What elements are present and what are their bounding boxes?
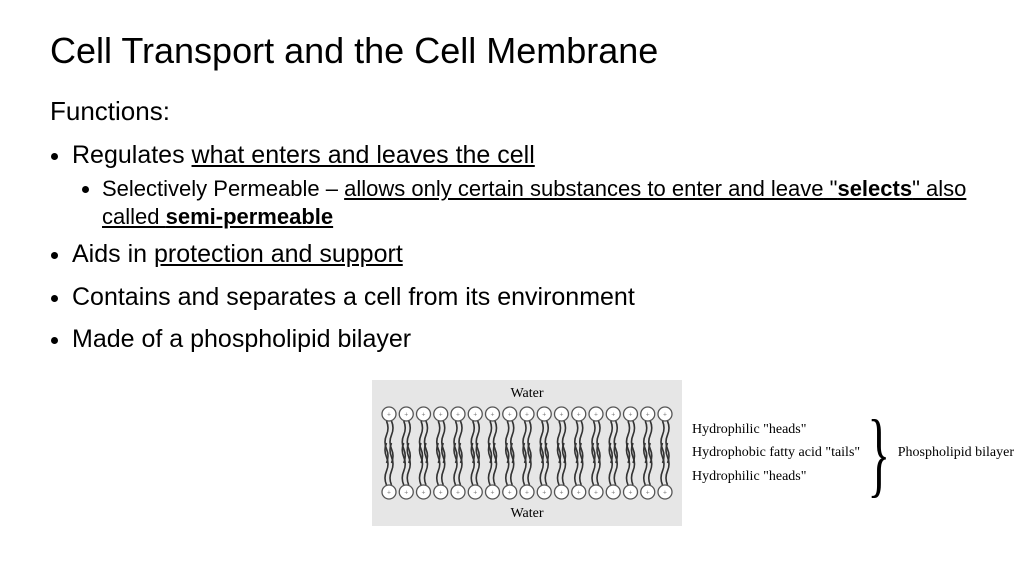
svg-text:+: + xyxy=(404,411,408,419)
b1s-u1: allows only certain substances to enter … xyxy=(344,176,823,201)
svg-text:+: + xyxy=(560,489,564,497)
bullet-1-lead: Regulates xyxy=(72,141,192,169)
svg-text:+: + xyxy=(439,489,443,497)
svg-text:+: + xyxy=(508,489,512,497)
svg-text:+: + xyxy=(404,489,408,497)
svg-text:+: + xyxy=(387,489,391,497)
bullet-2: Aids in protection and support xyxy=(72,236,974,272)
svg-text:+: + xyxy=(422,411,426,419)
bullet-1-sublist: Selectively Permeable – allows only cert… xyxy=(72,175,974,230)
b1s-bold2: semi-permeable xyxy=(166,204,334,229)
bullet-list: Regulates what enters and leaves the cel… xyxy=(50,137,974,357)
svg-text:+: + xyxy=(594,411,598,419)
slide: Cell Transport and the Cell Membrane Fun… xyxy=(0,0,1024,576)
svg-text:+: + xyxy=(422,489,426,497)
bullet-1-underline: what enters and leaves the cell xyxy=(192,141,535,169)
brace-icon: } xyxy=(868,415,891,491)
bullet-2-underline: protection and support xyxy=(154,240,403,268)
bullet-1-sub: Selectively Permeable – allows only cert… xyxy=(102,175,974,230)
svg-text:+: + xyxy=(611,411,615,419)
svg-text:+: + xyxy=(646,411,650,419)
svg-text:+: + xyxy=(473,411,477,419)
svg-text:+: + xyxy=(491,411,495,419)
svg-text:+: + xyxy=(542,489,546,497)
svg-text:+: + xyxy=(439,411,443,419)
bullet-1: Regulates what enters and leaves the cel… xyxy=(72,137,974,230)
bilayer-svg: + + + + + + + + + + + + + + + + + + + + + + + + + + + + + + + + + + xyxy=(377,404,677,502)
label-heads-top: Hydrophilic "heads" xyxy=(692,422,860,437)
svg-text:+: + xyxy=(663,411,667,419)
svg-text:+: + xyxy=(560,411,564,419)
water-label-top: Water xyxy=(372,386,682,402)
svg-text:+: + xyxy=(456,411,460,419)
subtitle: Functions: xyxy=(50,96,974,127)
page-title: Cell Transport and the Cell Membrane xyxy=(50,30,974,72)
svg-text:+: + xyxy=(473,489,477,497)
b1s-bold1: selects xyxy=(837,176,912,201)
bullet-4: Made of a phospholipid bilayer xyxy=(72,321,974,357)
diagram-panel: Water +++++++++++++++++ ++++++++++++++++… xyxy=(372,380,682,526)
svg-text:+: + xyxy=(611,489,615,497)
svg-text:+: + xyxy=(594,489,598,497)
bilayer-diagram: Water +++++++++++++++++ ++++++++++++++++… xyxy=(372,380,1014,526)
brace-label: Phospholipid bilayer xyxy=(898,445,1014,460)
b1s-mid: " xyxy=(824,176,838,201)
svg-text:+: + xyxy=(542,411,546,419)
bullet-2-lead: Aids in xyxy=(72,240,154,268)
svg-text:+: + xyxy=(646,489,650,497)
diagram-side-labels: Hydrophilic "heads" Hydrophobic fatty ac… xyxy=(692,422,860,484)
svg-text:+: + xyxy=(525,489,529,497)
svg-text:+: + xyxy=(629,411,633,419)
svg-text:+: + xyxy=(491,489,495,497)
svg-text:+: + xyxy=(629,489,633,497)
svg-text:+: + xyxy=(525,411,529,419)
bullet-3: Contains and separates a cell from its e… xyxy=(72,279,974,315)
svg-text:+: + xyxy=(456,489,460,497)
svg-text:+: + xyxy=(508,411,512,419)
svg-text:+: + xyxy=(577,411,581,419)
svg-text:+: + xyxy=(387,411,391,419)
b1s-lead: Selectively Permeable – xyxy=(102,176,344,201)
svg-text:+: + xyxy=(577,489,581,497)
water-label-bottom: Water xyxy=(372,506,682,522)
label-heads-bottom: Hydrophilic "heads" xyxy=(692,469,860,484)
label-tails: Hydrophobic fatty acid "tails" xyxy=(692,445,860,460)
svg-text:+: + xyxy=(663,489,667,497)
